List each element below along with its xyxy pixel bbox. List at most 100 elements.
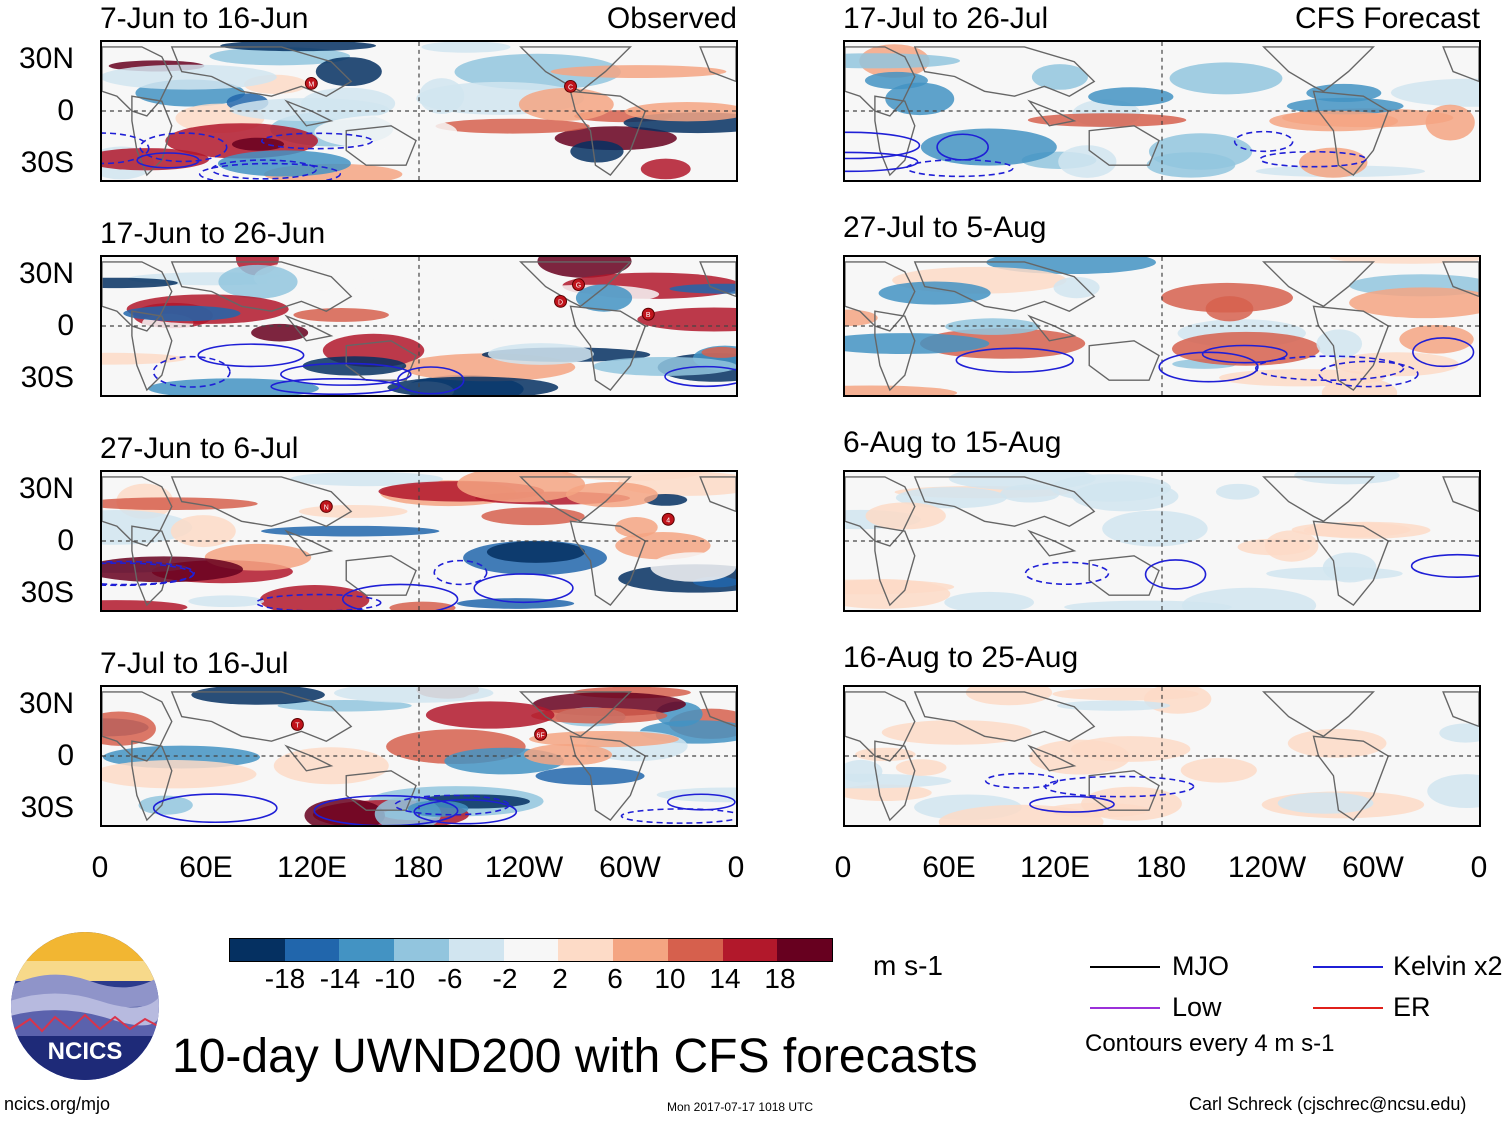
- coastline: [874, 310, 916, 392]
- footer-timestamp: Mon 2017-07-17 1018 UTC: [667, 1100, 814, 1114]
- anomaly-blob: [845, 579, 951, 609]
- anomaly-blob: [1287, 728, 1387, 758]
- anomaly-blob: [302, 356, 407, 376]
- anomaly-blob: [864, 71, 928, 90]
- anomaly-blob: [1215, 483, 1260, 500]
- colorbar-tick: 18: [764, 963, 796, 994]
- colorbar-tick: -14: [319, 963, 361, 994]
- coastline: [1027, 99, 1077, 127]
- anomaly-blob: [1064, 600, 1232, 610]
- tropical-storm-icon: [572, 278, 585, 292]
- kelvin-contour: [473, 573, 574, 604]
- lat-label-eq: 0: [57, 309, 74, 342]
- lon-label: 60W: [1342, 851, 1404, 884]
- coastline: [1442, 476, 1479, 513]
- anomaly-blob: [1266, 566, 1403, 581]
- kelvin-contour: [198, 162, 342, 180]
- tropical-storm-icon: [641, 307, 655, 321]
- colorbar-swatch-10: [777, 939, 833, 961]
- anomaly-blob: [102, 277, 178, 289]
- tropical-storm-icon: [564, 79, 578, 93]
- kelvin-contour: [1318, 360, 1419, 388]
- coastline: [170, 476, 353, 527]
- kelvin-contour: [341, 583, 459, 610]
- coastline: [913, 46, 1096, 97]
- lon-label: 0: [1470, 851, 1488, 884]
- anomaly-blob: [701, 346, 736, 358]
- anomaly-blob: [1029, 739, 1131, 775]
- anomaly-blob: [102, 711, 156, 746]
- kelvin-contour: [152, 355, 231, 388]
- coastline: [1261, 691, 1376, 738]
- anomaly-blob: [1299, 147, 1368, 178]
- coastline: [874, 525, 916, 607]
- lon-label: 60E: [922, 851, 976, 884]
- storm-label: N: [324, 504, 329, 511]
- anomaly-blob: [251, 323, 309, 342]
- anomaly-blob: [487, 343, 594, 365]
- anomaly-blob: [1072, 481, 1179, 512]
- anomaly-blob: [614, 517, 658, 538]
- anomaly-blob: [640, 158, 691, 180]
- kelvin-contour: [280, 362, 412, 386]
- coastline: [699, 261, 736, 298]
- lat-label-30s: 30S: [20, 791, 74, 824]
- anomaly-blob: [531, 707, 668, 724]
- observed-label: Observed: [606, 2, 737, 35]
- lon-label: 0: [727, 851, 745, 884]
- kelvin-contour: [1233, 130, 1294, 153]
- coastline: [102, 691, 173, 762]
- legend-label-mjo: MJO: [1172, 951, 1229, 981]
- kelvin-contour: [197, 343, 305, 368]
- lat-label-30n: 30N: [18, 257, 74, 290]
- storm-label: M: [308, 81, 314, 88]
- coastline: [1088, 555, 1160, 596]
- coastline: [102, 46, 173, 117]
- kelvin-contour: [1144, 559, 1207, 590]
- coastline: [518, 476, 633, 523]
- coastline: [1088, 125, 1160, 166]
- kelvin-contour: [906, 159, 1014, 178]
- map-panel-fc-1: [843, 40, 1481, 182]
- logo-text: NCICS: [48, 1038, 123, 1065]
- tropical-storm-icon: [661, 512, 675, 526]
- lat-label-30s: 30S: [20, 146, 74, 179]
- anomaly-blob: [845, 333, 990, 354]
- coastline: [131, 740, 173, 822]
- anomaly-blob: [1057, 700, 1171, 711]
- anomaly-blob: [1425, 104, 1475, 141]
- lat-label-eq: 0: [57, 94, 74, 127]
- kelvin-contour: [845, 151, 919, 173]
- coastline: [1312, 305, 1390, 391]
- forecast-label: CFS Forecast: [1294, 2, 1480, 35]
- coastline: [170, 691, 353, 742]
- kelvin-contour: [152, 793, 278, 824]
- anomaly-blob: [123, 305, 241, 322]
- kelvin-contour: [845, 131, 921, 160]
- footer-url[interactable]: ncics.org/mjo: [4, 1094, 111, 1114]
- colorbar-swatch-1: [284, 939, 340, 961]
- anomaly-blob: [1169, 62, 1283, 95]
- anomaly-blob: [1027, 113, 1187, 127]
- map-panel-obs-4: T 6F: [100, 685, 738, 827]
- colorbar-tick: -18: [264, 963, 306, 994]
- anomaly-blob: [1390, 78, 1479, 107]
- anomaly-blob: [650, 552, 736, 582]
- coastline: [569, 735, 647, 821]
- storm-label: C: [568, 84, 573, 91]
- anomaly-blob: [259, 585, 370, 610]
- kelvin-contour: [102, 132, 150, 165]
- coastline: [131, 310, 173, 392]
- panel-title-fc-4: 16-Aug to 25-Aug: [843, 641, 1079, 674]
- lat-label-30n: 30N: [18, 42, 74, 75]
- lon-label: 120W: [484, 851, 564, 884]
- anomaly-blob: [333, 687, 494, 703]
- anomaly-blob: [231, 137, 285, 151]
- anomaly-blob: [481, 507, 585, 526]
- anomaly-blob: [1277, 792, 1374, 814]
- coastline: [699, 46, 736, 83]
- kelvin-contour: [620, 808, 736, 824]
- anomaly-blob: [387, 376, 559, 395]
- coastline: [845, 261, 916, 332]
- kelvin-contour: [260, 132, 373, 150]
